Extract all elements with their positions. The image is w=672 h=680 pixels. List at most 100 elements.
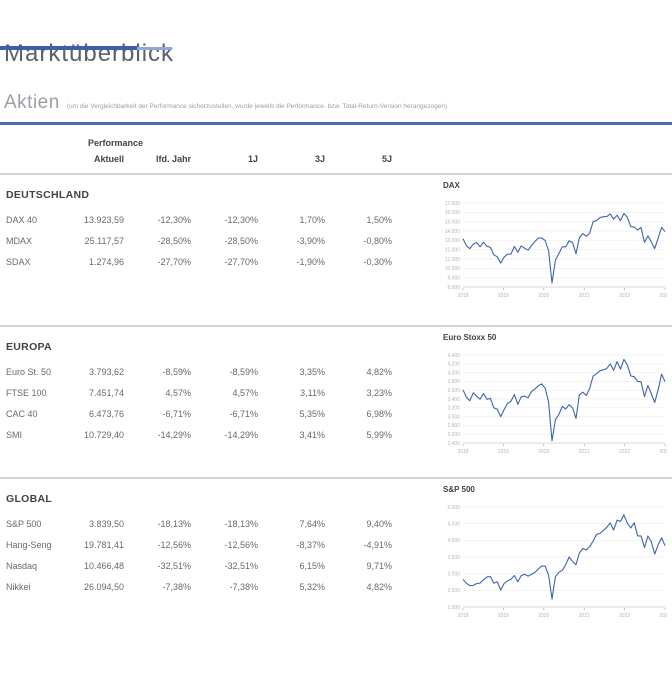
cell-value: 9,71% bbox=[366, 560, 392, 571]
table-header-group-row: Performance bbox=[6, 135, 392, 151]
svg-text:16.000: 16.000 bbox=[445, 210, 461, 216]
section-heading-note: (um die Vergleichbarkeit der Performance… bbox=[66, 103, 448, 110]
section-table-area: DEUTSCHLAND DAX 40 13.923,59 -12,30% -12,30%… bbox=[0, 175, 420, 325]
table-header: Performance Aktuell lfd. Jahr 1J 3J 5J bbox=[6, 135, 392, 167]
cell-value: -8,59% bbox=[229, 366, 258, 377]
header-spacer bbox=[6, 135, 64, 151]
table-row: SDAX 1.274,96 -27,70% -27,70% -1,90% -0,30% bbox=[6, 251, 392, 272]
table-header-columns-row: Aktuell lfd. Jahr 1J 3J 5J bbox=[6, 151, 392, 167]
table-row: SMI 10.729,40 -14,29% -14,29% 3,41% 5,99% bbox=[6, 424, 392, 445]
cell-value: 3.793,62 bbox=[88, 366, 124, 377]
price-line bbox=[462, 212, 666, 284]
svg-text:2.400: 2.400 bbox=[447, 441, 460, 447]
section-title: EUROPA bbox=[6, 341, 52, 353]
page-title: Marktüberblick bbox=[4, 40, 175, 67]
accent-bar-light-segment bbox=[137, 47, 172, 50]
chart-title: Euro Stoxx 50 bbox=[443, 333, 497, 342]
section-divider bbox=[0, 325, 672, 327]
row-label: MDAX bbox=[6, 235, 33, 246]
y-axis: 8.000 9.000 10.000 11.000 12.000 13.000 14.000… bbox=[445, 201, 665, 291]
y-axis: 2.000 2.500 3.000 3.500 4.000 4.500 5.000 bbox=[447, 505, 665, 611]
cell-value: 4,82% bbox=[366, 581, 392, 592]
svg-text:2018: 2018 bbox=[457, 449, 468, 455]
cell-value: -18,13% bbox=[157, 518, 191, 529]
section-heading: Aktien bbox=[4, 92, 60, 113]
cell-value: 13.923,59 bbox=[83, 214, 124, 225]
performance-group-label: Performance bbox=[88, 138, 144, 148]
sections: DEUTSCHLAND DAX 40 13.923,59 -12,30% -12,30%… bbox=[0, 175, 672, 641]
section-deutschland: DEUTSCHLAND DAX 40 13.923,59 -12,30% -12,30%… bbox=[0, 175, 672, 325]
table-row: FTSE 100 7.451,74 4,57% 4,57% 3,11% 3,23% bbox=[6, 382, 392, 403]
cell-value: -27,70% bbox=[157, 256, 191, 267]
svg-text:2021: 2021 bbox=[579, 449, 590, 455]
cell-value: -12,56% bbox=[157, 539, 191, 550]
cell-value: -8,37% bbox=[296, 539, 325, 550]
section-europa: EUROPA Euro St. 50 3.793,62 -8,59% -8,59% 3,3… bbox=[0, 327, 672, 477]
cell-value: -6,71% bbox=[162, 408, 191, 419]
svg-text:2021: 2021 bbox=[579, 293, 590, 299]
row-label: FTSE 100 bbox=[6, 387, 47, 398]
table-row: Hang-Seng 19.781,41 -12,56% -12,56% -8,37% -4… bbox=[6, 534, 392, 555]
cell-value: -32,51% bbox=[224, 560, 258, 571]
section-divider bbox=[0, 477, 672, 479]
svg-text:3.800: 3.800 bbox=[447, 379, 460, 385]
column-header-1j: 1J bbox=[247, 154, 258, 164]
row-label: SDAX bbox=[6, 256, 31, 267]
market-overview-page: Marktüberblick Aktien (um die Vergleichba… bbox=[0, 40, 672, 680]
svg-text:2023: 2023 bbox=[659, 613, 667, 619]
top-accent-bar bbox=[0, 46, 172, 50]
cell-value: 4,57% bbox=[165, 387, 191, 398]
table-row: S&P 500 3.839,50 -18,13% -18,13% 7,64% 9,40% bbox=[6, 513, 392, 534]
row-label: CAC 40 bbox=[6, 408, 38, 419]
svg-text:2023: 2023 bbox=[659, 449, 667, 455]
section-heading-row: Aktien (um die Vergleichbarkeit der Perfo… bbox=[4, 92, 672, 114]
cell-value: 1,50% bbox=[366, 214, 392, 225]
cell-value: 7,64% bbox=[299, 518, 325, 529]
cell-value: 4,82% bbox=[366, 366, 392, 377]
cell-value: 19.781,41 bbox=[83, 539, 124, 550]
cell-value: -28,50% bbox=[224, 235, 258, 246]
svg-text:2019: 2019 bbox=[498, 293, 509, 299]
x-axis: 2018 2019 2020 2021 2022 2023 bbox=[457, 444, 667, 455]
cell-value: 5,32% bbox=[299, 581, 325, 592]
svg-text:4.400: 4.400 bbox=[447, 353, 460, 359]
cell-value: 9,40% bbox=[366, 518, 392, 529]
svg-text:2.000: 2.000 bbox=[447, 605, 460, 611]
cell-value: 4,57% bbox=[232, 387, 258, 398]
cell-value: -32,51% bbox=[157, 560, 191, 571]
section-global: GLOBAL S&P 500 3.839,50 -18,13% -18,13% 7,64%… bbox=[0, 479, 672, 641]
section-title: GLOBAL bbox=[6, 493, 53, 505]
cell-value: -27,70% bbox=[224, 256, 258, 267]
cell-value: -7,38% bbox=[162, 581, 191, 592]
price-line bbox=[462, 514, 666, 600]
cell-value: -4,91% bbox=[363, 539, 392, 550]
cell-value: -28,50% bbox=[157, 235, 191, 246]
performance-table: S&P 500 3.839,50 -18,13% -18,13% 7,64% 9,40% H… bbox=[6, 513, 392, 597]
row-label: S&P 500 bbox=[6, 518, 42, 529]
svg-text:2020: 2020 bbox=[538, 293, 549, 299]
header-divider bbox=[0, 173, 672, 175]
svg-text:3.000: 3.000 bbox=[447, 571, 460, 577]
svg-text:3.000: 3.000 bbox=[447, 414, 460, 420]
svg-text:2018: 2018 bbox=[457, 293, 468, 299]
cell-value: 6,15% bbox=[299, 560, 325, 571]
cell-value: -7,38% bbox=[229, 581, 258, 592]
row-label: SMI bbox=[6, 429, 23, 440]
svg-text:4.000: 4.000 bbox=[447, 538, 460, 544]
cell-value: 25.117,57 bbox=[84, 235, 124, 246]
cell-value: 5,35% bbox=[299, 408, 325, 419]
svg-text:2019: 2019 bbox=[498, 449, 509, 455]
cell-value: 3,35% bbox=[299, 366, 325, 377]
x-axis: 2018 2019 2020 2021 2022 2023 bbox=[457, 608, 667, 619]
chart-block: DAX 8.000 9.000 10.000 11.000 12.000 13.000 14.… bbox=[420, 175, 672, 325]
svg-text:4.500: 4.500 bbox=[447, 521, 460, 527]
chart-euro-stoxx-50: Euro Stoxx 50 2.400 2.600 2.800 3.000 3.200 3.… bbox=[437, 333, 672, 457]
column-header-lfd-jahr: lfd. Jahr bbox=[155, 154, 191, 164]
cell-value: -12,56% bbox=[224, 539, 258, 550]
y-axis: 2.400 2.600 2.800 3.000 3.200 3.400 3.600 3.800… bbox=[447, 353, 665, 447]
svg-text:9.000: 9.000 bbox=[447, 275, 460, 281]
svg-text:2018: 2018 bbox=[457, 613, 468, 619]
row-label: Nikkei bbox=[6, 581, 31, 592]
table-row: Euro St. 50 3.793,62 -8,59% -8,59% 3,35% 4,82… bbox=[6, 361, 392, 382]
svg-text:8.000: 8.000 bbox=[447, 285, 460, 291]
